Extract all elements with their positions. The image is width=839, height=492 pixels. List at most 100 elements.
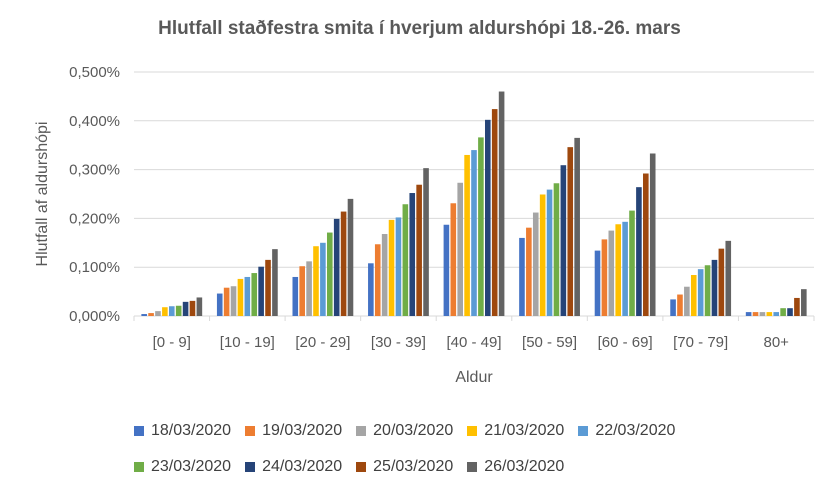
- legend-label: 26/03/2020: [484, 458, 565, 475]
- bar: [299, 266, 305, 316]
- legend-swatch: [578, 426, 589, 436]
- bar: [718, 248, 725, 316]
- bar: [313, 246, 319, 316]
- bar: [471, 150, 477, 316]
- bar: [725, 240, 732, 316]
- x-tick-label: [10 - 19]: [220, 334, 275, 351]
- x-tick-label: [20 - 29]: [295, 334, 350, 351]
- x-tick-label: [60 - 69]: [598, 334, 653, 351]
- legend-label: 20/03/2020: [373, 422, 454, 439]
- bar: [787, 308, 793, 316]
- bar: [498, 91, 505, 317]
- bar: [395, 217, 402, 316]
- legend-item: 24/03/2020: [245, 458, 342, 476]
- bar: [766, 312, 773, 316]
- legend-label: 18/03/2020: [151, 422, 232, 439]
- bar: [368, 263, 374, 316]
- bar: [272, 249, 278, 316]
- legend-label: 21/03/2020: [484, 422, 565, 439]
- bar: [340, 211, 347, 316]
- bar: [643, 173, 649, 316]
- bar: [622, 221, 628, 316]
- bar: [649, 153, 656, 316]
- bar: [615, 224, 622, 316]
- y-tick-label: 0,300%: [69, 162, 120, 179]
- bar: [381, 234, 388, 316]
- bar: [223, 287, 230, 316]
- legend-item: 23/03/2020: [134, 458, 231, 476]
- bar: [402, 204, 409, 316]
- bar: [684, 286, 690, 316]
- bar: [546, 189, 553, 316]
- bar: [697, 269, 704, 316]
- bar: [347, 198, 354, 316]
- bar: [478, 137, 484, 316]
- legend-swatch: [467, 426, 478, 436]
- bar: [450, 203, 457, 316]
- bar: [388, 219, 395, 316]
- legend-label: 24/03/2020: [262, 458, 343, 475]
- legend-item: 26/03/2020: [467, 458, 564, 476]
- bar: [292, 276, 299, 316]
- bar: [670, 299, 676, 316]
- bar: [237, 278, 244, 316]
- bar: [773, 312, 780, 316]
- bar: [148, 313, 154, 316]
- legend-swatch: [134, 462, 144, 472]
- bar: [532, 212, 539, 316]
- bar: [258, 266, 264, 316]
- bar: [409, 193, 416, 316]
- y-tick-label: 0,500%: [69, 64, 120, 81]
- bar: [553, 183, 560, 316]
- legend-row: 18/03/2020 19/03/2020 20/03/2020 21/03/2020…: [134, 422, 689, 440]
- bar: [560, 165, 567, 316]
- bar: [704, 265, 711, 316]
- y-tick-label: 0,200%: [69, 210, 120, 227]
- bar: [189, 300, 196, 316]
- bar: [539, 194, 546, 316]
- bar: [230, 286, 237, 316]
- bar: [745, 312, 752, 316]
- x-tick-label: [0 - 9]: [153, 334, 191, 351]
- legend-item: 20/03/2020: [356, 422, 453, 440]
- legend-label: 25/03/2020: [373, 458, 454, 475]
- legend-item: 22/03/2020: [578, 422, 675, 440]
- bar: [519, 237, 525, 316]
- y-tick-label: 0,400%: [69, 113, 120, 130]
- bar: [326, 232, 333, 316]
- bar: [443, 224, 450, 316]
- legend-label: 19/03/2020: [262, 422, 343, 439]
- bar: [794, 297, 800, 316]
- legend-swatch: [467, 462, 478, 472]
- x-tick-label: [40 - 49]: [446, 334, 501, 351]
- bar: [608, 230, 615, 316]
- legend-label: 23/03/2020: [151, 458, 232, 475]
- bar: [752, 312, 759, 316]
- legend-swatch: [134, 426, 144, 436]
- y-tick-label: 0,000%: [69, 308, 120, 325]
- legend-item: 25/03/2020: [356, 458, 453, 476]
- bar: [216, 293, 223, 316]
- y-axis-label: Hlutfall af aldurshópi: [34, 122, 51, 267]
- legend-swatch: [245, 426, 256, 436]
- bar: [594, 250, 601, 316]
- bar: [251, 273, 258, 316]
- legend-row: 23/03/2020 24/03/2020 25/03/2020 26/03/2020: [134, 458, 578, 476]
- bar: [491, 109, 498, 316]
- bar: [374, 244, 381, 316]
- bar: [155, 311, 161, 316]
- bar: [265, 259, 271, 316]
- legend-swatch: [356, 426, 367, 436]
- bar: [574, 137, 580, 316]
- bar: [636, 187, 642, 316]
- bar: [141, 314, 147, 316]
- bar: [780, 308, 786, 316]
- x-axis-label: Aldur: [455, 369, 493, 386]
- bar: [244, 276, 251, 316]
- bar: [423, 168, 429, 316]
- bar: [526, 227, 532, 316]
- bar: [182, 301, 189, 316]
- legend-label: 22/03/2020: [595, 422, 676, 439]
- bar: [306, 261, 312, 316]
